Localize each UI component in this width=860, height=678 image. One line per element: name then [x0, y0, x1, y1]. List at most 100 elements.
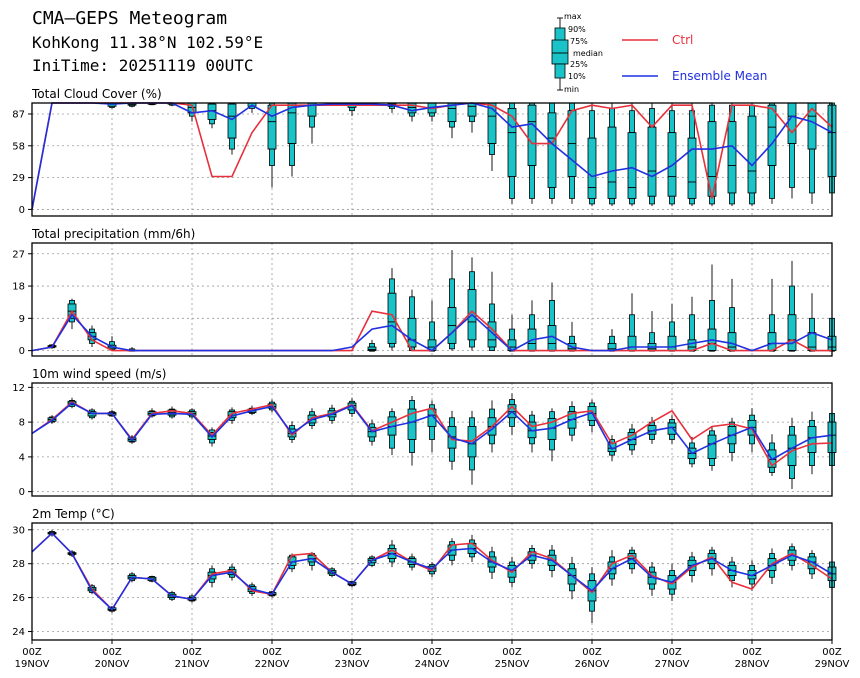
- cloud-box-upper: [509, 102, 515, 109]
- precip-box-upper: [769, 314, 775, 334]
- wind-box-lower: [529, 437, 535, 445]
- cloud-ytick-label: 0: [19, 205, 25, 216]
- precip-box-upper: [369, 343, 375, 348]
- cloud-box-lower: [769, 165, 775, 199]
- chart-title: CMA—GEPS Meteogram: [32, 8, 227, 29]
- x-tick-hour-label: 00Z: [502, 647, 522, 658]
- cloud-box-lower: [509, 176, 515, 199]
- wind-box-lower: [749, 434, 755, 445]
- cloud-box-upper: [749, 104, 755, 117]
- cloud-box-lower: [549, 187, 555, 199]
- cloud-box-iqr: [787, 102, 797, 144]
- cloud-box-iqr: [267, 104, 277, 150]
- wind-box: [667, 415, 677, 444]
- precip-box-upper: [509, 328, 515, 341]
- cloud-panel-title: Total Cloud Cover (%): [31, 87, 162, 101]
- wind-ytick-label: 8: [19, 418, 25, 429]
- precip-box-iqr: [767, 332, 777, 352]
- init-time-label: IniTime: 20251119 00UTC: [32, 56, 254, 75]
- temp-box-lower: [489, 566, 495, 573]
- wind-box-upper: [669, 419, 675, 424]
- cloud-box: [727, 103, 737, 207]
- wind-box-lower: [689, 458, 695, 465]
- cloud-box-lower: [749, 192, 755, 205]
- cloud-box: [487, 102, 497, 172]
- wind-box-lower: [309, 422, 315, 426]
- wind-box-lower: [629, 444, 635, 451]
- wind-box-upper: [629, 428, 635, 433]
- cloud-box-iqr: [607, 126, 617, 199]
- wind-box-upper: [589, 402, 595, 407]
- wind-box: [167, 406, 177, 419]
- wind-box-upper: [789, 426, 795, 436]
- precip-box: [627, 293, 637, 352]
- temp-box-lower: [649, 583, 655, 590]
- precip-box: [667, 303, 677, 352]
- wind-box-lower: [469, 456, 475, 471]
- cloud-box-lower: [609, 198, 615, 205]
- temp-box-lower: [609, 573, 615, 580]
- precip-box: [447, 250, 457, 351]
- temp-box-lower: [629, 563, 635, 570]
- wind-box: [707, 426, 717, 471]
- precip-ytick-label: 27: [12, 249, 25, 260]
- temp-mean-line: [31, 532, 833, 611]
- precip-box: [547, 282, 557, 352]
- x-tick-hour-label: 00Z: [822, 647, 842, 658]
- x-tick-date-label: 23NOV: [335, 659, 370, 670]
- wind-box-lower: [489, 434, 495, 445]
- x-tick-date-label: 26NOV: [575, 659, 610, 670]
- precip-box-iqr: [367, 346, 377, 352]
- precip-box-upper: [649, 332, 655, 344]
- wind-box: [407, 396, 417, 466]
- precip-box-upper: [729, 307, 735, 334]
- wind-box-lower: [769, 466, 775, 473]
- precip-box-lower: [389, 343, 395, 348]
- cloud-panel-frame: [31, 102, 833, 217]
- precip-box: [727, 278, 737, 352]
- temp-box-upper: [569, 563, 575, 570]
- cloud-box-lower: [209, 119, 215, 125]
- precip-box-lower: [469, 339, 475, 348]
- temp-ytick-label: 30: [12, 525, 25, 536]
- precip-ytick-label: 0: [19, 346, 25, 357]
- x-tick-date-label: 21NOV: [175, 659, 210, 670]
- cloud-box-lower: [309, 115, 315, 128]
- cloud-box-upper: [549, 102, 555, 114]
- temp-box-lower: [749, 578, 755, 585]
- wind-box-lower: [429, 426, 435, 440]
- legend-mean-label: Ensemble Mean: [672, 69, 767, 83]
- precip-box: [387, 268, 397, 351]
- wind-box-lower: [569, 427, 575, 436]
- x-tick-hour-label: 00Z: [342, 647, 362, 658]
- precip-box-iqr: [667, 335, 677, 352]
- temp-box-lower: [209, 578, 215, 583]
- wind-box-lower: [389, 434, 395, 449]
- legend-label-p25: 25%: [570, 60, 588, 69]
- temp-box-lower: [329, 573, 335, 576]
- temp-box-lower: [529, 559, 535, 565]
- temp-box-lower: [469, 553, 475, 558]
- cloud-box-upper: [609, 108, 615, 128]
- x-tick-date-label: 27NOV: [655, 659, 690, 670]
- cloud-box-lower: [589, 198, 595, 205]
- cloud-box-iqr: [767, 104, 777, 166]
- cloud-box-lower: [129, 104, 135, 107]
- temp-box-lower: [509, 576, 515, 583]
- precip-panel-frame: [31, 242, 833, 357]
- wind-box-upper: [549, 411, 555, 420]
- wind-box-lower: [209, 439, 215, 444]
- temp-box-lower: [409, 564, 415, 568]
- cloud-box-iqr: [227, 103, 237, 139]
- precip-box-lower: [369, 350, 375, 352]
- cloud-box-lower: [689, 198, 695, 205]
- precip-box-upper: [569, 335, 575, 344]
- temp-box-lower: [449, 554, 455, 561]
- wind-box-upper: [409, 399, 415, 410]
- cloud-box-lower: [109, 105, 115, 108]
- wind-box-lower: [329, 416, 335, 421]
- x-tick-date-label: 24NOV: [415, 659, 450, 670]
- wind-box-upper: [809, 419, 815, 427]
- x-tick-date-label: 29NOV: [815, 659, 850, 670]
- wind-box-upper: [769, 442, 775, 451]
